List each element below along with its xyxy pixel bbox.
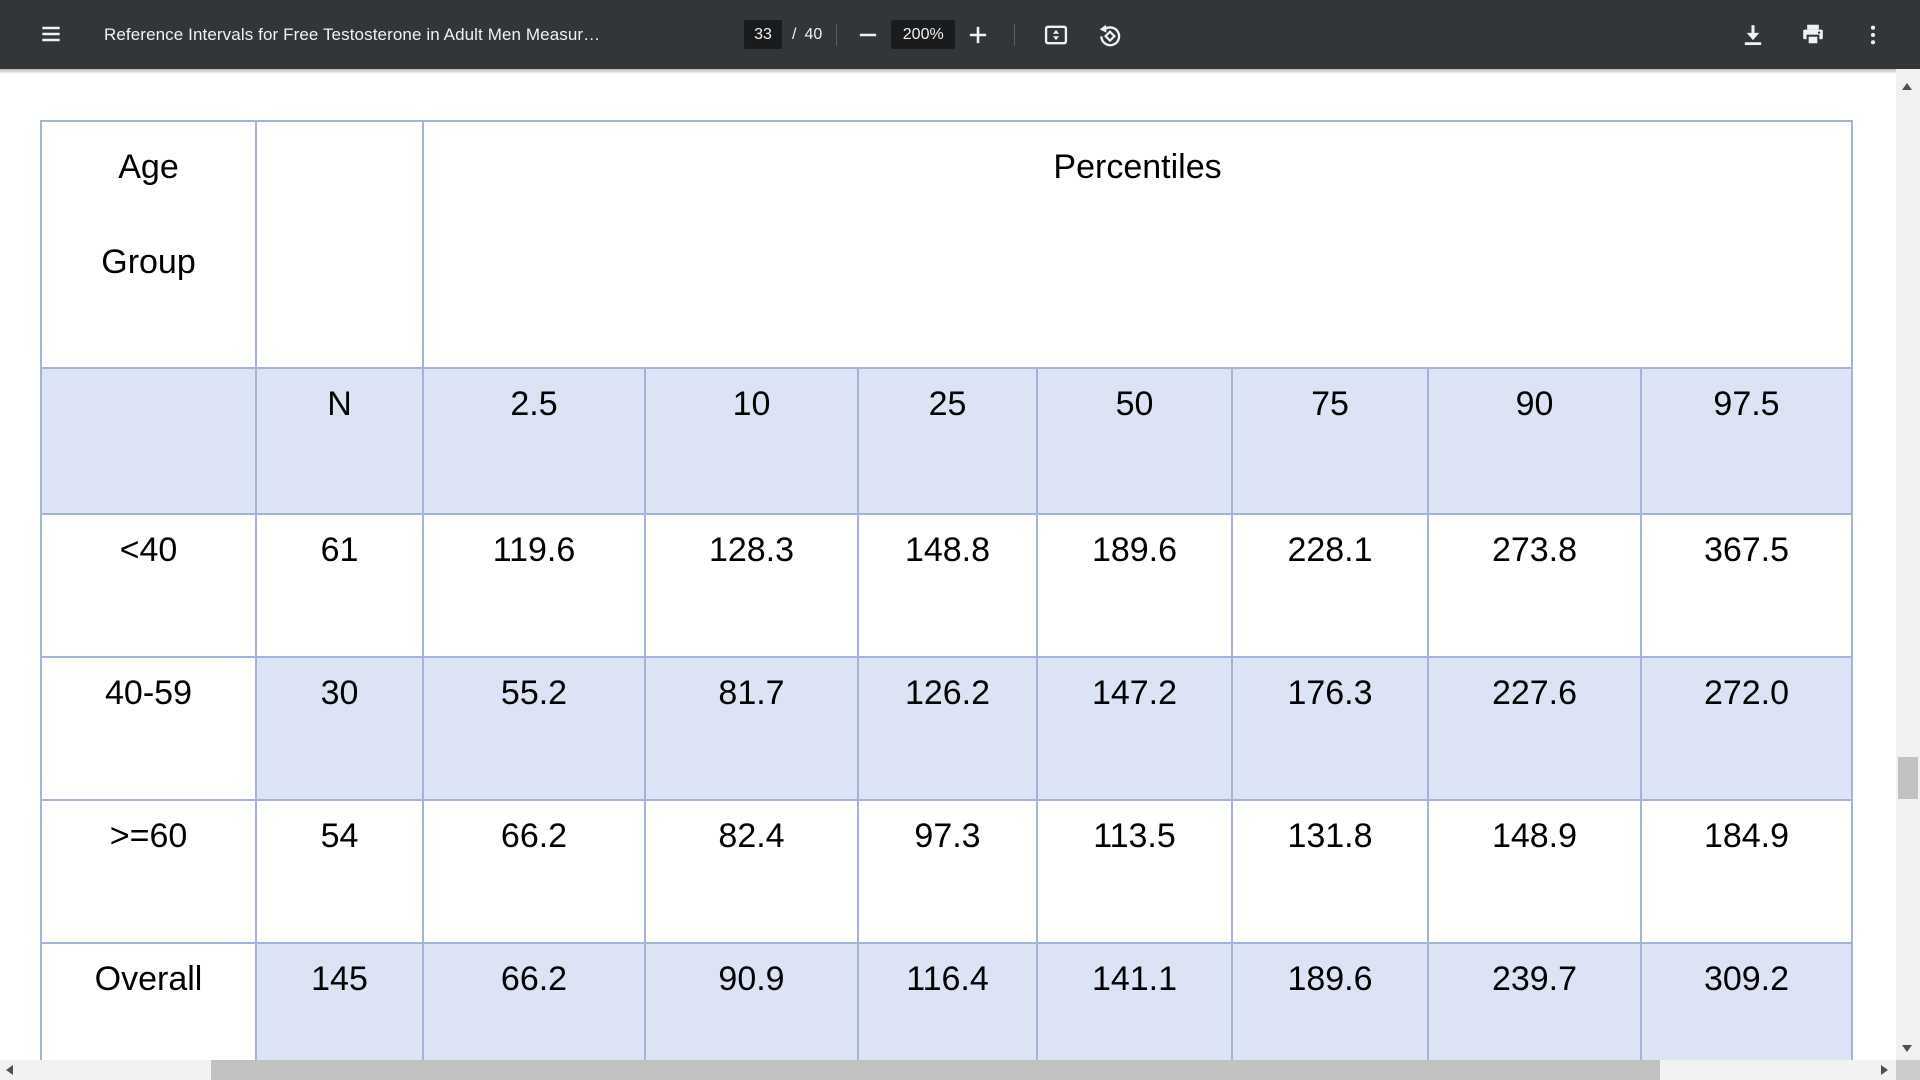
table-row: Overall 145 66.2 90.9 116.4 141.1 189.6 … <box>40 942 1854 1060</box>
data-cell: 309.2 <box>1639 942 1854 1060</box>
percentiles-header: Percentiles <box>421 120 1854 369</box>
scroll-up-arrow-icon[interactable] <box>1902 83 1912 90</box>
scroll-right-arrow-icon[interactable] <box>1881 1065 1888 1075</box>
download-icon <box>1739 21 1767 49</box>
data-cell: 131.8 <box>1231 799 1429 944</box>
data-cell: 367.5 <box>1639 513 1854 658</box>
data-cell: 119.6 <box>422 513 646 658</box>
toolbar-divider <box>1014 23 1016 46</box>
column-header: 97.5 <box>1639 367 1854 515</box>
data-cell: 145 <box>255 942 424 1060</box>
row-label: 40-59 <box>40 656 257 801</box>
data-cell: 97.3 <box>857 799 1038 944</box>
data-cell: 147.2 <box>1036 656 1233 801</box>
toolbar-divider <box>836 23 838 46</box>
column-header: 10 <box>644 367 859 515</box>
row-label: <40 <box>40 513 257 658</box>
row-label: Overall <box>40 942 257 1060</box>
data-cell: 81.7 <box>644 656 859 801</box>
age-group-header-line2: Group <box>101 243 196 281</box>
column-header: N <box>255 367 424 515</box>
data-cell: 55.2 <box>422 656 646 801</box>
age-group-header-line1: Age <box>118 148 179 186</box>
download-button[interactable] <box>1729 11 1777 59</box>
data-cell: 148.8 <box>857 513 1038 658</box>
zoom-level-field[interactable]: 200% <box>891 20 956 49</box>
more-options-button[interactable] <box>1849 11 1897 59</box>
pdf-page: Age Group Percentiles N 2.5 10 25 50 75 … <box>0 69 1896 1060</box>
row-label: >=60 <box>40 799 257 944</box>
menu-icon <box>38 21 64 47</box>
vertical-scrollbar[interactable] <box>1896 69 1920 1060</box>
pdf-viewer-toolbar: Reference Intervals for Free Testosteron… <box>0 0 1920 69</box>
data-cell: 141.1 <box>1036 942 1233 1060</box>
data-cell: 227.6 <box>1427 656 1642 801</box>
data-cell: 184.9 <box>1639 799 1854 944</box>
data-cell: 189.6 <box>1231 942 1429 1060</box>
zoom-in-button[interactable] <box>956 13 1000 57</box>
table-row: 40-59 30 55.2 81.7 126.2 147.2 176.3 227… <box>40 656 1854 801</box>
data-cell: 148.9 <box>1427 799 1642 944</box>
document-title: Reference Intervals for Free Testosteron… <box>104 24 601 44</box>
data-cell: 113.5 <box>1036 799 1233 944</box>
toolbar-shadow <box>0 69 1920 74</box>
page-number-input[interactable]: 33 <box>744 20 782 49</box>
table-row: <40 61 119.6 128.3 148.8 189.6 228.1 273… <box>40 513 1854 658</box>
fit-to-page-button[interactable] <box>1034 13 1078 57</box>
page-controls: 33 / 40 200% <box>744 0 1132 69</box>
horizontal-scrollbar-thumb[interactable] <box>211 1060 1660 1080</box>
data-cell: 239.7 <box>1427 942 1642 1060</box>
page-total: 40 <box>804 25 823 43</box>
table-header-row: Age Group Percentiles <box>40 120 1854 369</box>
empty-header-cell <box>255 120 424 369</box>
data-cell: 82.4 <box>644 799 859 944</box>
zoom-out-button[interactable] <box>846 13 890 57</box>
print-button[interactable] <box>1789 11 1837 59</box>
table-row: >=60 54 66.2 82.4 97.3 113.5 131.8 148.9… <box>40 799 1854 944</box>
data-cell: 66.2 <box>422 942 646 1060</box>
horizontal-scrollbar[interactable] <box>0 1060 1896 1080</box>
plus-icon <box>965 22 991 48</box>
scroll-left-arrow-icon[interactable] <box>6 1065 13 1075</box>
table-column-header-row: N 2.5 10 25 50 75 90 97.5 <box>40 367 1854 515</box>
data-cell: 61 <box>255 513 424 658</box>
data-cell: 176.3 <box>1231 656 1429 801</box>
vertical-scrollbar-thumb[interactable] <box>1898 757 1918 799</box>
data-cell: 273.8 <box>1427 513 1642 658</box>
data-cell: 228.1 <box>1231 513 1429 658</box>
data-cell: 54 <box>255 799 424 944</box>
empty-subheader-cell <box>40 367 257 515</box>
data-cell: 30 <box>255 656 424 801</box>
column-header: 25 <box>857 367 1038 515</box>
page-separator: / <box>792 25 797 43</box>
scroll-down-arrow-icon[interactable] <box>1902 1045 1912 1052</box>
data-cell: 116.4 <box>857 942 1038 1060</box>
data-cell: 272.0 <box>1639 656 1854 801</box>
more-vertical-icon <box>1860 22 1886 48</box>
rotate-counterclockwise-icon <box>1096 21 1124 49</box>
data-cell: 126.2 <box>857 656 1038 801</box>
fit-to-page-icon <box>1042 21 1070 49</box>
menu-button[interactable] <box>27 10 75 58</box>
data-cell: 66.2 <box>422 799 646 944</box>
data-cell: 189.6 <box>1036 513 1233 658</box>
print-icon <box>1799 21 1827 49</box>
rotate-counterclockwise-button[interactable] <box>1088 13 1132 57</box>
column-header: 90 <box>1427 367 1642 515</box>
reference-intervals-table: Age Group Percentiles N 2.5 10 25 50 75 … <box>40 120 1854 1060</box>
data-cell: 90.9 <box>644 942 859 1060</box>
minus-icon <box>855 22 881 48</box>
age-group-header: Age Group <box>40 120 257 369</box>
toolbar-right-controls <box>1717 0 1897 69</box>
column-header: 2.5 <box>422 367 646 515</box>
column-header: 75 <box>1231 367 1429 515</box>
scrollbar-corner <box>1896 1060 1920 1080</box>
data-cell: 128.3 <box>644 513 859 658</box>
column-header: 50 <box>1036 367 1233 515</box>
